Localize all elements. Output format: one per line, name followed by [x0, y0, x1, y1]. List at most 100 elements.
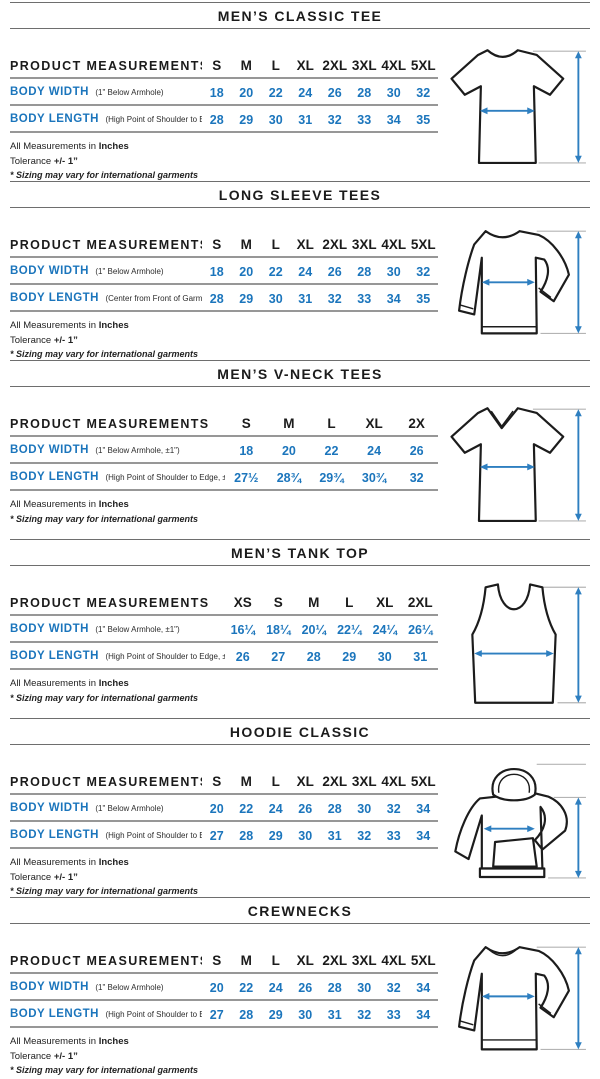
row-label: BODY WIDTH: [10, 623, 89, 635]
measurements-note: All Measurements in Inches: [10, 1035, 438, 1050]
row-label-cell: BODY WIDTH (1" Below Armhole): [10, 82, 202, 100]
measurement-value: 18: [209, 265, 224, 279]
size-column-header: XL: [296, 237, 314, 252]
size-chart-section: HOODIE CLASSIC PRODUCT MEASUREMENTS S M L X…: [10, 718, 590, 897]
measurement-value: 18: [209, 86, 224, 100]
tank-top-diagram: [471, 583, 586, 704]
size-column-header: XL: [365, 416, 383, 431]
row-label-cell: BODY LENGTH (High Point of Shoulder to E…: [10, 467, 225, 485]
measurement-value: 30: [298, 1008, 313, 1022]
size-column-header: XL: [296, 774, 314, 789]
measurement-value: 30: [386, 265, 401, 279]
row-label-cell: BODY LENGTH (Center from Front of Garmen…: [10, 288, 202, 306]
measurement-value: 26¼: [408, 623, 433, 637]
size-column-header: 2XL: [322, 774, 348, 789]
size-column-header: 2XL: [322, 953, 348, 968]
section-title: MEN’S TANK TOP: [230, 545, 370, 561]
measurement-value: 20: [209, 802, 224, 816]
measurement-value: 32: [327, 292, 342, 306]
body-width-row: BODY WIDTH (1" Below Armhole, ±1") 16¼ 18…: [10, 616, 438, 643]
size-column-header: L: [271, 774, 280, 789]
measurement-value: 18¼: [266, 623, 291, 637]
measurement-value: 28: [327, 802, 342, 816]
measurement-value: 26: [327, 86, 342, 100]
measurement-cells: 18 20 22 24 26 28 30 32: [202, 86, 438, 100]
measurement-value: 24: [298, 86, 313, 100]
measurement-value: 31: [298, 113, 313, 127]
body-length-row: BODY LENGTH (Center from Front of Garmen…: [10, 285, 438, 312]
size-header-cells: S M L XL 2XL 3XL 4XL 5XL: [202, 953, 438, 968]
size-column-header: L: [327, 416, 336, 431]
measurement-value: 26: [235, 650, 250, 664]
section-header-band: HOODIE CLASSIC: [10, 718, 590, 745]
row-label: BODY LENGTH: [10, 1008, 99, 1020]
width-arrow: [481, 278, 535, 286]
section-header-band: MEN’S CLASSIC TEE: [10, 2, 590, 29]
size-column-header: 2XL: [407, 595, 433, 610]
tolerance-value: +/- 1”: [53, 155, 78, 167]
row-label: BODY WIDTH: [10, 86, 89, 98]
measurements-note: All Measurements in Inches: [10, 677, 438, 692]
measurement-cells: 18 20 22 24 26: [225, 444, 438, 458]
row-label-cell: BODY WIDTH (1" Below Armhole): [10, 798, 202, 816]
size-header-cells: S M L XL 2XL 3XL 4XL 5XL: [202, 58, 438, 73]
size-column-header: 4XL: [381, 774, 407, 789]
crewneck-diagram: [458, 946, 586, 1051]
measurement-value: 29: [239, 113, 254, 127]
table-header-label: PRODUCT MEASUREMENTS: [10, 596, 210, 610]
measurement-value: 31: [413, 650, 428, 664]
measurement-value: 28: [209, 292, 224, 306]
tolerance-note: Tolerance +/- 1”: [10, 1050, 438, 1065]
row-note: (1" Below Armhole, ±1"): [95, 446, 180, 455]
measurements-note-text: All Measurements in: [10, 141, 97, 152]
measurements-note: All Measurements in Inches: [10, 498, 438, 513]
tolerance-note-text: Tolerance: [10, 871, 52, 883]
size-column-header: 2XL: [322, 237, 348, 252]
width-arrow: [479, 107, 535, 115]
size-column-header: M: [240, 237, 252, 252]
table-header-row: PRODUCT MEASUREMENTS S M L XL 2XL 3XL 4XL 5XL: [10, 950, 438, 974]
row-label-cell: BODY LENGTH (High Point of Shoulder to E…: [10, 646, 225, 664]
measurement-value: 33: [386, 1008, 401, 1022]
measurement-value: 32: [416, 265, 431, 279]
sizing-note: * Sizing may vary for international garm…: [10, 1065, 199, 1076]
size-column-header: 3XL: [351, 237, 377, 252]
size-column-header: 3XL: [351, 774, 377, 789]
tolerance-value: +/- 1”: [53, 871, 78, 883]
row-note: (1" Below Armhole, ±1"): [95, 625, 180, 634]
measurements-unit: Inches: [98, 320, 129, 331]
measurement-value: 33: [357, 292, 372, 306]
section-title: MEN’S CLASSIC TEE: [217, 8, 383, 24]
tolerance-note: Tolerance +/- 1”: [10, 871, 438, 886]
section-header-band: CREWNECKS: [10, 897, 590, 924]
measurement-cells: 28 29 30 31 32 33 34 35: [202, 113, 438, 127]
measurements-note: All Measurements in Inches: [10, 140, 438, 155]
measurement-value: 22: [268, 86, 283, 100]
body-width-row: BODY WIDTH (1" Below Armhole) 18 20 22 24 26…: [10, 258, 438, 285]
size-header-cells: S M L XL 2X: [225, 416, 438, 431]
measurement-value: 31: [327, 829, 342, 843]
table-header-row: PRODUCT MEASUREMENTS XS S M L XL 2XL: [10, 592, 438, 616]
footnotes: All Measurements in Inches Tolerance +/-…: [10, 856, 438, 899]
footnotes: All Measurements in Inches Tolerance +/-…: [10, 140, 438, 183]
measurement-value: 26: [409, 444, 424, 458]
measurement-value: 28: [239, 1008, 254, 1022]
section-header-band: MEN’S V-NECK TEES: [10, 360, 590, 387]
measurement-value: 28¾: [276, 471, 302, 485]
table-header-label: PRODUCT MEASUREMENTS: [10, 59, 202, 73]
measurement-value: 30: [268, 113, 283, 127]
measurement-value: 32: [386, 802, 401, 816]
measurement-value: 22: [268, 265, 283, 279]
size-column-header: 5XL: [410, 953, 436, 968]
row-note: (High Point of Shoulder to Edge): [105, 1010, 202, 1019]
row-label: BODY LENGTH: [10, 113, 99, 125]
garment-illustration: [438, 395, 590, 542]
row-label: BODY WIDTH: [10, 444, 89, 456]
measurement-cells: 28 29 30 31 32 33 34 35: [202, 292, 438, 306]
footnotes: All Measurements in Inches * Sizing may …: [10, 677, 438, 706]
measurements-unit: Inches: [98, 141, 129, 152]
measurements-table: PRODUCT MEASUREMENTS S M L XL 2XL 3XL 4XL 5XL B…: [10, 771, 438, 899]
table-header-label: PRODUCT MEASUREMENTS: [10, 238, 202, 252]
measurement-value: 20: [239, 265, 254, 279]
size-column-header: L: [271, 953, 280, 968]
